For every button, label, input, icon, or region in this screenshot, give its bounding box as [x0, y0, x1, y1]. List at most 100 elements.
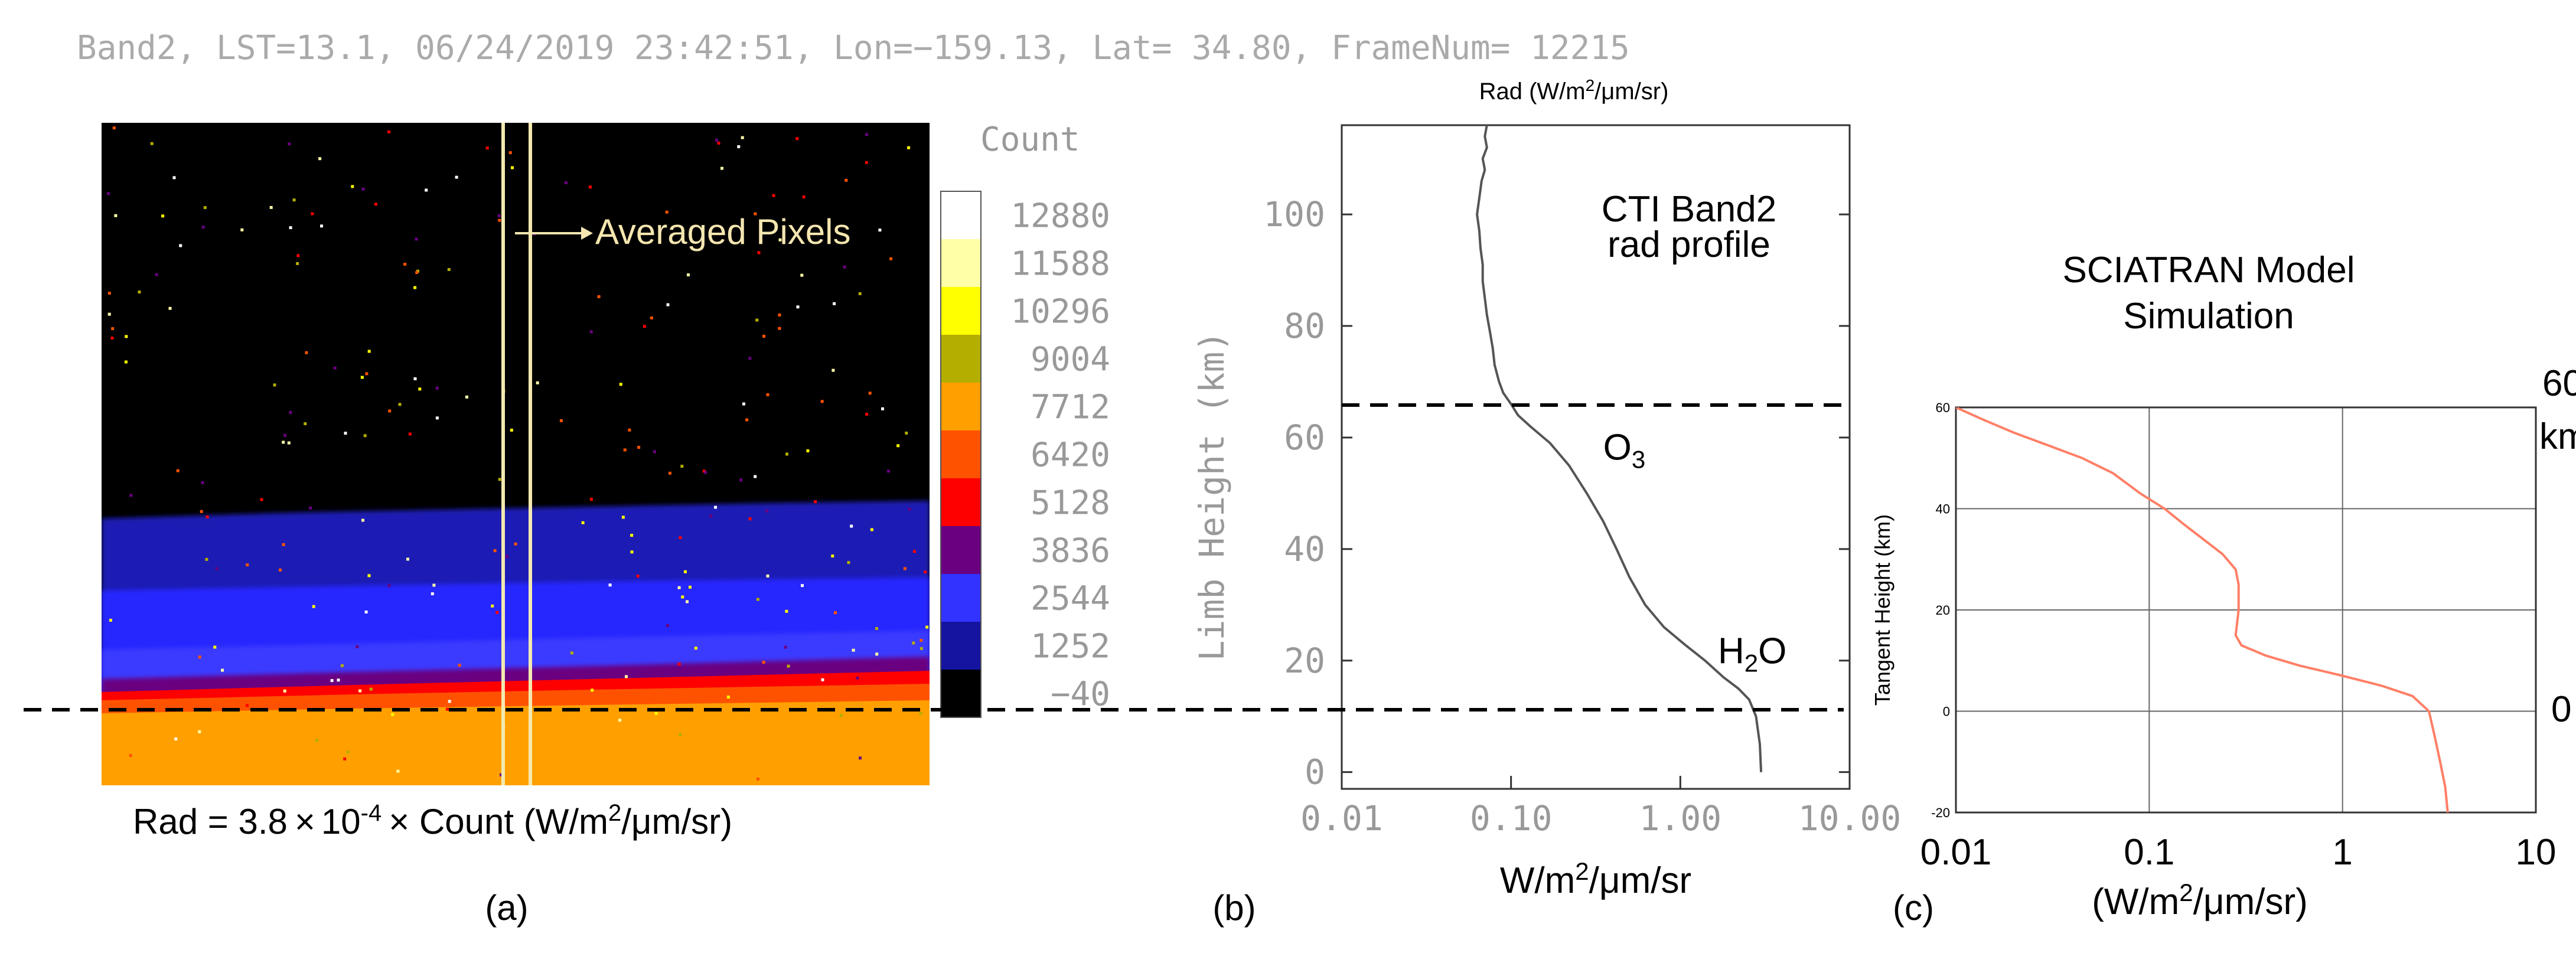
panel-b-ylabel: Limb Height (km) — [1192, 331, 1232, 661]
colorbar-frame — [940, 191, 982, 718]
image-speck — [806, 449, 810, 452]
panel-b: Rad (W/m2/μm/sr) 0 20 40 60 80 100 0.01 0.10 1.0… — [1192, 76, 1901, 928]
image-speck — [637, 446, 641, 449]
panel-c-plot-frame — [1955, 406, 2537, 814]
panel-c-ylabel: Tangent Height (km) — [1870, 514, 1894, 706]
image-speck — [714, 505, 718, 509]
panel-c-title-line-2: Simulation — [2123, 296, 2294, 337]
image-speck — [282, 543, 285, 546]
right-label-60-value: 60 — [2542, 363, 2576, 404]
image-speck — [315, 739, 318, 742]
image-speck — [168, 306, 172, 310]
image-speck — [919, 712, 922, 716]
image-speck — [444, 690, 448, 693]
colorbar-swatch — [941, 287, 981, 335]
formula: Rad = 3.8 × 10-4 × Count (W/m2/μm/sr) — [133, 800, 732, 841]
image-speck — [720, 167, 723, 170]
image-speck — [358, 689, 362, 693]
image-speck — [618, 719, 622, 722]
image-speck — [875, 626, 878, 630]
image-speck — [150, 142, 154, 145]
image-speck — [831, 554, 834, 558]
image-speck — [304, 422, 307, 426]
colorbar-swatch — [941, 191, 981, 239]
image-speck — [289, 411, 292, 414]
panel-c-xlabel: (W/m2/μm/sr) — [2092, 879, 2308, 922]
image-speck — [205, 557, 208, 561]
colorbar-swatch — [941, 526, 981, 574]
panel-c-xtick-label: 0.01 — [1920, 832, 1992, 873]
image-speck — [570, 651, 573, 655]
image-speck — [465, 395, 468, 399]
colorbar-tick-label: −40 — [1051, 675, 1110, 714]
image-speck — [903, 567, 907, 570]
image-speck — [109, 618, 112, 622]
image-speck — [495, 611, 499, 614]
image-speck — [847, 561, 850, 564]
image-speck — [742, 402, 745, 406]
panel-c-xtick-label: 10 — [2516, 832, 2557, 873]
image-speck — [630, 534, 634, 537]
colorbar-tick-label: 10296 — [1010, 293, 1110, 331]
image-speck — [762, 661, 765, 664]
image-speck — [878, 229, 882, 232]
image-speck — [445, 707, 449, 711]
image-speck — [589, 185, 592, 189]
image-speck — [107, 312, 111, 316]
image-speck — [213, 645, 217, 649]
image-speck — [748, 517, 752, 521]
image-speck — [396, 769, 400, 773]
image-speck — [677, 586, 681, 589]
image-speck — [778, 327, 781, 330]
image-speck — [111, 327, 115, 331]
colorbar-tick-label: 7712 — [1031, 389, 1110, 427]
colorbar-tick-label: 11588 — [1010, 245, 1110, 283]
panel-c-xtick-label: 0.1 — [2124, 832, 2174, 873]
colorbar-swatch — [941, 239, 981, 287]
image-speck — [387, 130, 390, 133]
image-speck — [246, 563, 249, 567]
image-speck — [905, 432, 908, 435]
image-speck — [785, 452, 788, 456]
panel-b-title-line-1: CTI Band2 — [1602, 189, 1776, 230]
image-speck — [821, 678, 824, 681]
panel-b-xtick-label: 1.00 — [1639, 798, 1721, 838]
image-speck — [200, 510, 203, 513]
image-speck — [340, 664, 344, 667]
colorbar: 12880 11588 10296 9004 7712 6420 5128 3836 2544 1… — [940, 191, 1110, 718]
image-speck — [418, 387, 422, 391]
image-speck — [435, 386, 439, 390]
colorbar-tick-label: 12880 — [1010, 197, 1110, 236]
panel-c-ytick-label: -20 — [1931, 805, 1950, 820]
image-speck — [919, 639, 923, 642]
image-speck — [623, 448, 627, 452]
image-speck — [124, 360, 128, 364]
image-speck — [289, 226, 292, 230]
image-speck — [850, 524, 853, 528]
image-speck — [564, 181, 568, 184]
image-speck — [802, 195, 806, 198]
panel-b-ytick-label: 80 — [1284, 306, 1325, 346]
panel-b-ytick-label: 20 — [1284, 641, 1325, 681]
image-speck — [403, 263, 407, 266]
image-speck — [296, 254, 300, 257]
panel-a: Averaged Pixels Count 12880 11588 10296 900… — [102, 120, 1110, 928]
image-speck — [889, 257, 893, 260]
image-speck — [125, 335, 128, 338]
panel-b-ytick-label: 0 — [1305, 752, 1325, 792]
image-speck — [919, 647, 923, 650]
image-speck — [834, 611, 837, 615]
image-speck — [114, 214, 118, 217]
panel-b-ytick-label: 100 — [1263, 194, 1325, 234]
image-speck — [279, 568, 282, 572]
image-speck — [870, 528, 873, 531]
image-speck — [435, 416, 439, 420]
image-speck — [868, 391, 872, 395]
image-speck — [778, 314, 781, 316]
image-speck — [636, 575, 640, 578]
panel-c-ytick-label: 40 — [1936, 502, 1950, 517]
panel-b-xtick-label: 0.01 — [1300, 798, 1383, 838]
image-speck — [630, 550, 634, 554]
image-speck — [801, 584, 804, 588]
image-speck — [833, 302, 836, 305]
